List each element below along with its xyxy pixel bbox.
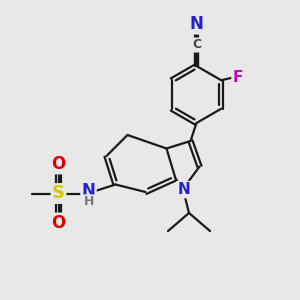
Text: N: N [177, 182, 190, 197]
Text: O: O [51, 214, 66, 232]
Text: N: N [190, 15, 203, 33]
Text: S: S [52, 184, 65, 202]
Text: N: N [82, 182, 95, 200]
Text: O: O [51, 155, 66, 173]
Text: H: H [84, 195, 94, 208]
Text: C: C [192, 38, 201, 52]
Text: F: F [232, 70, 243, 85]
